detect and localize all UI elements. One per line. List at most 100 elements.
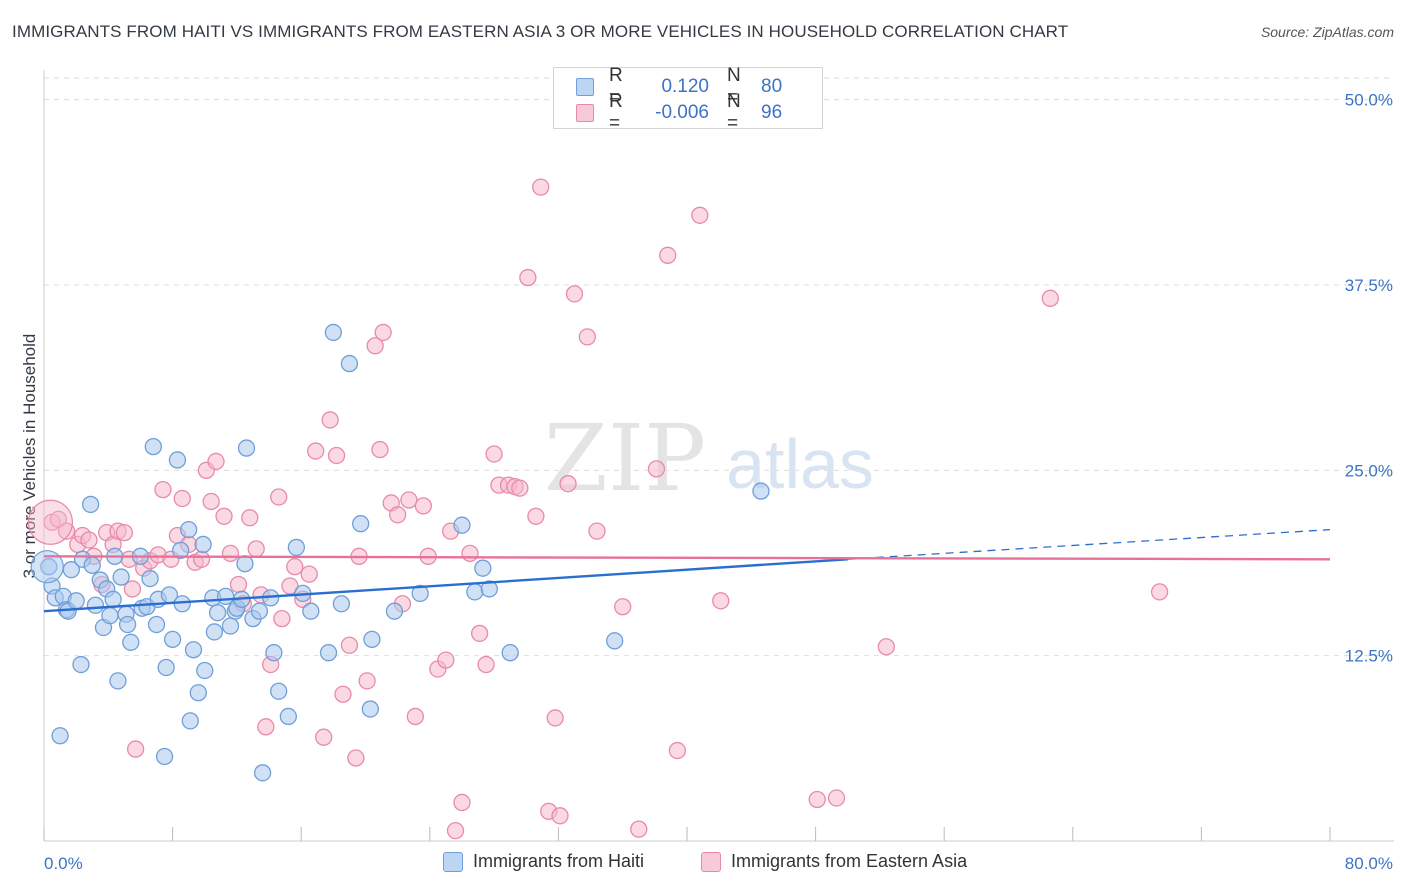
asia-point: [257, 718, 275, 736]
haiti-point: [752, 482, 770, 500]
haiti-point: [501, 644, 519, 662]
haiti-point: [363, 630, 381, 649]
asia-point: [1041, 289, 1059, 307]
asia-point: [546, 709, 564, 727]
asia-point: [192, 550, 211, 568]
n-label: N =: [727, 65, 741, 108]
x-tick-label-max: 80.0%: [1345, 854, 1393, 873]
asia-point: [559, 475, 577, 493]
asia-point: [270, 488, 288, 506]
eastern-asia-points: [27, 178, 1169, 840]
n-value-asia: 96: [761, 102, 783, 123]
watermark-atlas: atlas: [726, 425, 874, 503]
haiti-point: [361, 700, 379, 718]
haiti-point: [319, 644, 338, 662]
haiti-point: [221, 617, 240, 635]
asia-point: [154, 480, 172, 499]
watermark: ZIP atlas: [544, 405, 874, 512]
asia-point: [712, 592, 730, 610]
asia-point: [614, 598, 632, 616]
haiti-point: [480, 580, 498, 598]
haiti-point: [181, 712, 199, 730]
asia-point: [281, 577, 299, 595]
asia-point: [532, 178, 550, 196]
asia-point: [286, 558, 304, 576]
asia-point: [123, 580, 142, 598]
haiti-point: [340, 354, 359, 373]
haiti-point: [109, 672, 127, 690]
tick-labels: 12.5% 25.0% 37.5% 50.0% 0.0% 80.0%: [44, 91, 1393, 873]
asia-point: [565, 285, 584, 303]
y-tick-label: 25.0%: [1345, 461, 1393, 480]
haiti-point: [81, 495, 100, 514]
legend-item-asia: Immigrants from Eastern Asia: [701, 851, 967, 872]
asia-point: [334, 685, 352, 703]
haiti-point: [189, 684, 207, 702]
x-tick-label-min: 0.0%: [44, 854, 83, 873]
haiti-point: [265, 644, 283, 662]
haiti-point: [184, 641, 203, 659]
haiti-point: [385, 602, 404, 620]
asia-point: [437, 651, 455, 669]
haiti-point: [141, 569, 159, 588]
r-label: R =: [609, 91, 623, 134]
r-value-haiti: 0.120: [661, 76, 709, 97]
n-label: N =: [727, 91, 741, 134]
haiti-point: [279, 707, 297, 726]
haiti-legend-swatch: [443, 851, 463, 872]
haiti-point: [51, 727, 69, 745]
asia-point: [659, 246, 677, 264]
asia-trend-line: [43, 555, 1331, 561]
asia-point: [247, 540, 265, 558]
haiti-point: [144, 437, 162, 456]
haiti-point: [253, 764, 272, 782]
asia-point: [808, 790, 826, 809]
haiti-point: [171, 541, 190, 560]
haiti-point: [157, 658, 175, 677]
series-legend: Immigrants from Haiti Immigrants from Ea…: [0, 851, 1406, 877]
asia-point: [358, 672, 376, 690]
legend-row-asia: R = -0.006 N = 96: [576, 91, 783, 134]
haiti-point: [147, 615, 166, 634]
y-tick-label: 37.5%: [1345, 276, 1393, 295]
asia-point: [588, 522, 606, 540]
asia-point: [527, 507, 545, 525]
chart-title: IMMIGRANTS FROM HAITI VS IMMIGRANTS FROM…: [12, 22, 1069, 41]
haiti-point: [86, 596, 105, 614]
haiti-trend-extension: [847, 528, 1331, 560]
asia-point: [578, 328, 596, 346]
asia-point: [173, 489, 191, 508]
asia-point: [366, 337, 384, 355]
asia-point: [630, 820, 648, 838]
asia-point: [519, 268, 537, 287]
haiti-point: [466, 583, 484, 601]
asia-point: [207, 452, 225, 471]
haiti-trend-line: [43, 558, 848, 613]
asia-point: [221, 544, 240, 563]
haiti-points: [30, 323, 770, 782]
asia-point: [668, 741, 687, 760]
haiti-point: [83, 556, 101, 574]
asia-point: [1150, 583, 1169, 601]
n-value-haiti: 80: [761, 76, 783, 97]
y-tick-label: 12.5%: [1345, 647, 1393, 666]
haiti-point: [324, 323, 343, 342]
haiti-point: [122, 633, 140, 651]
asia-point: [374, 323, 392, 342]
haiti-swatch: [576, 78, 594, 96]
haiti-point: [205, 623, 224, 641]
haiti-point: [168, 451, 187, 469]
legend-row-haiti: R = 0.120 N = 80: [576, 65, 783, 108]
haiti-point: [196, 661, 214, 680]
asia-point: [340, 636, 359, 654]
asia-point: [511, 479, 529, 497]
trend-lines: [43, 528, 1331, 613]
haiti-point: [236, 555, 254, 573]
asia-point: [371, 440, 389, 459]
asia-point: [470, 624, 489, 643]
asia-point: [315, 728, 333, 746]
haiti-point: [606, 632, 624, 650]
haiti-point: [287, 538, 306, 557]
asia-point: [388, 506, 407, 524]
